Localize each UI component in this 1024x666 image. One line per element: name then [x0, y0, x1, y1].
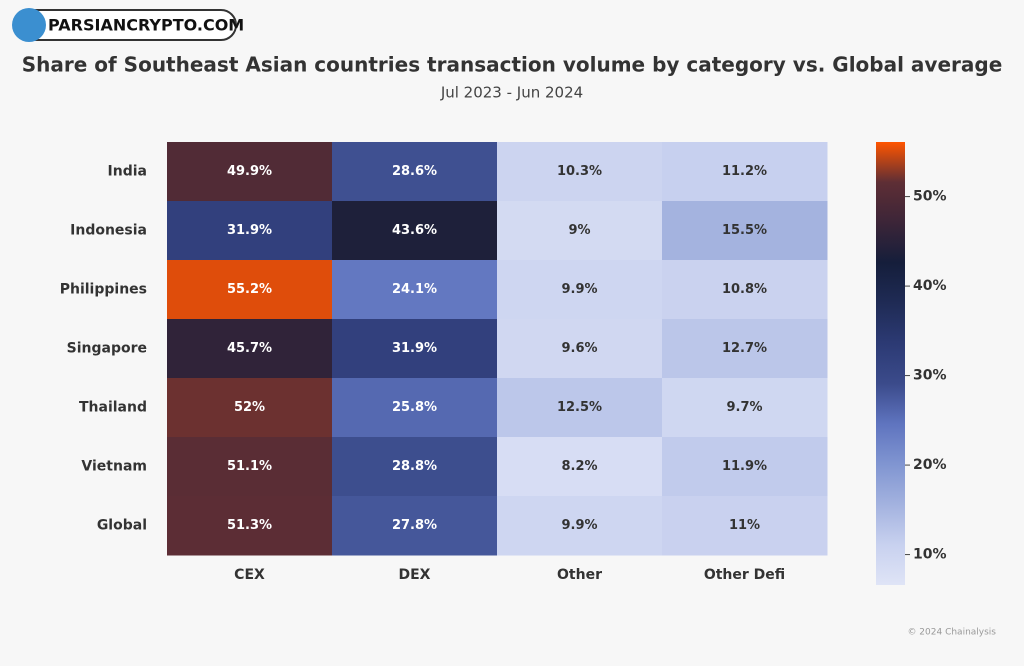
y-tick-label: Philippines — [60, 282, 147, 298]
y-tick-label: Vietnam — [81, 459, 147, 475]
heatmap-cell — [662, 378, 828, 438]
colorbar — [876, 142, 905, 585]
value-label: 15.5% — [722, 223, 767, 238]
value-label: 43.6% — [392, 223, 437, 238]
heatmap-cell — [167, 319, 333, 379]
colorbar-tick-label: 50% — [913, 189, 947, 205]
heatmap-cell — [332, 319, 498, 379]
y-tick-label: Singapore — [67, 341, 147, 357]
value-label: 9.6% — [561, 341, 597, 356]
colorbar-tick-label: 30% — [913, 368, 947, 384]
heatmap-cell — [332, 378, 498, 438]
heatmap-cell — [332, 437, 498, 497]
heatmap-cell — [662, 260, 828, 320]
heatmap-cell — [167, 260, 333, 320]
heatmap-cell — [167, 496, 333, 556]
heatmap-cell — [332, 201, 498, 261]
value-label: 28.8% — [392, 459, 437, 474]
value-label: 52% — [234, 400, 265, 415]
y-tick-label: Thailand — [79, 400, 147, 416]
heatmap-cell — [497, 201, 663, 261]
credit: © 2024 Chainalysis — [907, 628, 996, 638]
value-label: 9.9% — [561, 518, 597, 533]
heatmap-cell — [167, 378, 333, 438]
value-label: 24.1% — [392, 282, 437, 297]
heatmap-cell — [662, 201, 828, 261]
heatmap-cell — [167, 201, 333, 261]
value-label: 12.5% — [557, 400, 602, 415]
colorbar-tick-label: 20% — [913, 457, 947, 473]
heatmap-cell — [497, 437, 663, 497]
value-label: 9.9% — [561, 282, 597, 297]
value-label: 8.2% — [561, 459, 597, 474]
value-label: 49.9% — [227, 164, 272, 179]
watermark-badge: PARSIANCRYPTO.COM — [12, 8, 244, 42]
heatmap-cell — [167, 437, 333, 497]
badge-logo — [12, 8, 46, 42]
heatmap-cell — [497, 496, 663, 556]
value-label: 10.3% — [557, 164, 602, 179]
heatmap-cell — [497, 142, 663, 202]
heatmap-cell — [662, 496, 828, 556]
value-label: 11.9% — [722, 459, 767, 474]
value-label: 9.7% — [726, 400, 762, 415]
y-tick-label: Indonesia — [70, 223, 147, 239]
x-tick-label: Other Defi — [704, 567, 785, 583]
value-label: 10.8% — [722, 282, 767, 297]
value-label: 12.7% — [722, 341, 767, 356]
chart-title: Share of Southeast Asian countries trans… — [22, 53, 1003, 77]
heatmap-cell — [662, 142, 828, 202]
value-label: 11% — [729, 518, 760, 533]
value-label: 28.6% — [392, 164, 437, 179]
heatmap-cell — [332, 142, 498, 202]
value-label: 51.1% — [227, 459, 272, 474]
heatmap-cell — [662, 437, 828, 497]
value-label: 11.2% — [722, 164, 767, 179]
colorbar-tick-label: 10% — [913, 547, 947, 563]
heatmap-cell — [167, 142, 333, 202]
value-label: 9% — [568, 223, 590, 238]
value-label: 31.9% — [392, 341, 437, 356]
colorbar-tick-label: 40% — [913, 278, 947, 294]
watermark: PARSIANCRYPTO.COM — [48, 16, 244, 35]
heatmap-cell — [332, 496, 498, 556]
value-label: 45.7% — [227, 341, 272, 356]
x-tick-label: CEX — [234, 567, 265, 583]
heatmap-cell — [497, 319, 663, 379]
value-label: 51.3% — [227, 518, 272, 533]
value-label: 55.2% — [227, 282, 272, 297]
x-tick-label: Other — [557, 567, 602, 583]
x-tick-label: DEX — [399, 567, 431, 583]
value-label: 31.9% — [227, 223, 272, 238]
chart-subtitle: Jul 2023 - Jun 2024 — [440, 84, 583, 102]
value-label: 25.8% — [392, 400, 437, 415]
y-tick-label: India — [108, 164, 147, 180]
heatmap-cell — [332, 260, 498, 320]
heatmap-cell — [662, 319, 828, 379]
value-label: 27.8% — [392, 518, 437, 533]
heatmap-cell — [497, 260, 663, 320]
y-tick-label: Global — [97, 518, 147, 534]
heatmap-cell — [497, 378, 663, 438]
